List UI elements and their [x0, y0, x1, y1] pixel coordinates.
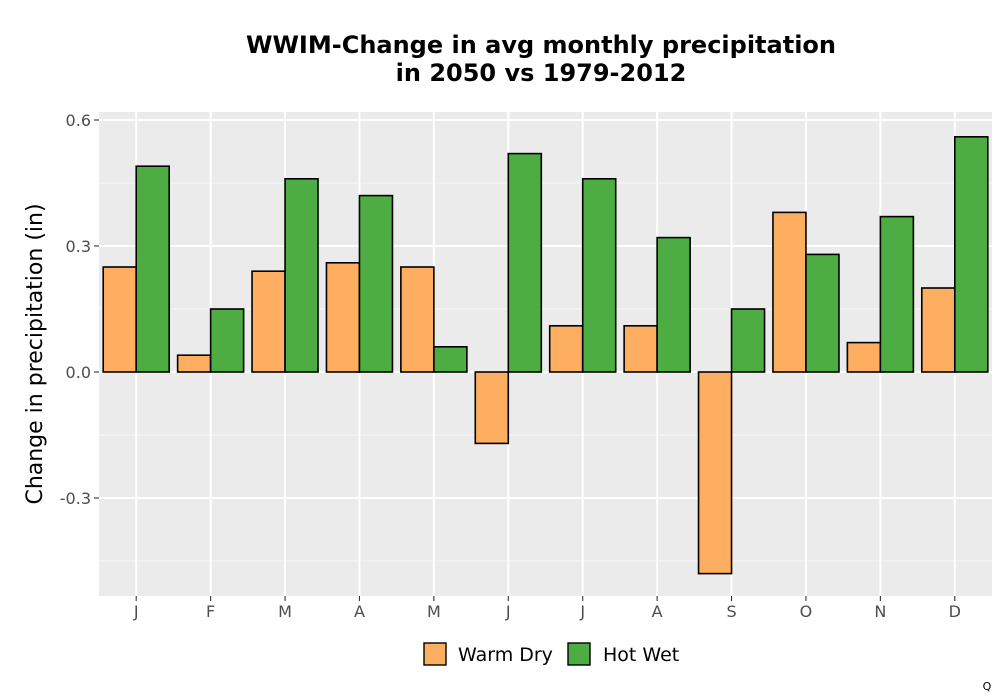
minor-gridlines — [99, 182, 992, 562]
x-tick-label: J — [133, 602, 139, 621]
bar-hot-wet — [135, 165, 171, 373]
bar-hot-wet — [730, 308, 766, 373]
bar-hot-wet — [656, 236, 691, 373]
y-tick-label: 0.0 — [66, 363, 91, 382]
bar-warm-dry — [325, 261, 361, 373]
x-tick-label: M — [278, 602, 292, 621]
bar-warm-dry — [102, 266, 138, 373]
x-tick-label: A — [354, 602, 365, 621]
bar-hot-wet — [433, 345, 468, 373]
bar-hot-wet — [805, 253, 840, 373]
bar-warm-dry — [772, 211, 807, 373]
x-tick-label: O — [800, 602, 813, 621]
bar-warm-dry — [548, 324, 584, 373]
y-tick-label: 0.6 — [66, 111, 91, 130]
x-tick-label: S — [726, 602, 736, 621]
chart-title-line-1: WWIM-Change in avg monthly precipitation — [246, 31, 836, 59]
y-tick-label: -0.3 — [60, 489, 91, 508]
x-tick-label: A — [652, 602, 663, 621]
bars — [102, 136, 989, 575]
x-tick-label: N — [874, 602, 886, 621]
bar-hot-wet — [507, 152, 543, 373]
x-tick-label: J — [505, 602, 511, 621]
legend-swatch — [567, 642, 591, 666]
legend-label: Warm Dry — [458, 644, 553, 666]
y-tick-label: 0.3 — [66, 237, 91, 256]
bar-hot-wet — [581, 178, 617, 373]
bar-hot-wet — [879, 215, 915, 373]
x-tick-label: F — [206, 602, 215, 621]
bar-warm-dry — [697, 371, 733, 575]
x-tick-label: M — [427, 602, 441, 621]
y-axis: 0.6 0.3 0.0 -0.3 — [60, 111, 99, 508]
bar-warm-dry — [846, 341, 882, 373]
x-tick-label: J — [579, 602, 585, 621]
y-axis-title: Change in precipitation (in) — [23, 203, 48, 504]
legend-swatch — [423, 642, 447, 666]
legend-label: Hot Wet — [603, 644, 679, 666]
legend: Warm Dry Hot Wet — [423, 642, 679, 666]
bar-warm-dry — [623, 324, 658, 373]
bar-hot-wet — [284, 178, 319, 373]
bar-warm-dry — [400, 266, 435, 373]
corner-label: Q — [983, 680, 992, 693]
x-tick-label: D — [949, 602, 961, 621]
bar-hot-wet — [953, 136, 989, 373]
plot-panel — [99, 112, 992, 596]
bar-hot-wet — [209, 308, 245, 373]
chart-title-line-2: in 2050 vs 1979-2012 — [396, 59, 687, 87]
bar-warm-dry — [474, 371, 510, 445]
bar-hot-wet — [358, 194, 394, 373]
bar-warm-dry — [176, 354, 212, 373]
bar-warm-dry — [251, 270, 286, 373]
bar-warm-dry — [920, 287, 956, 373]
